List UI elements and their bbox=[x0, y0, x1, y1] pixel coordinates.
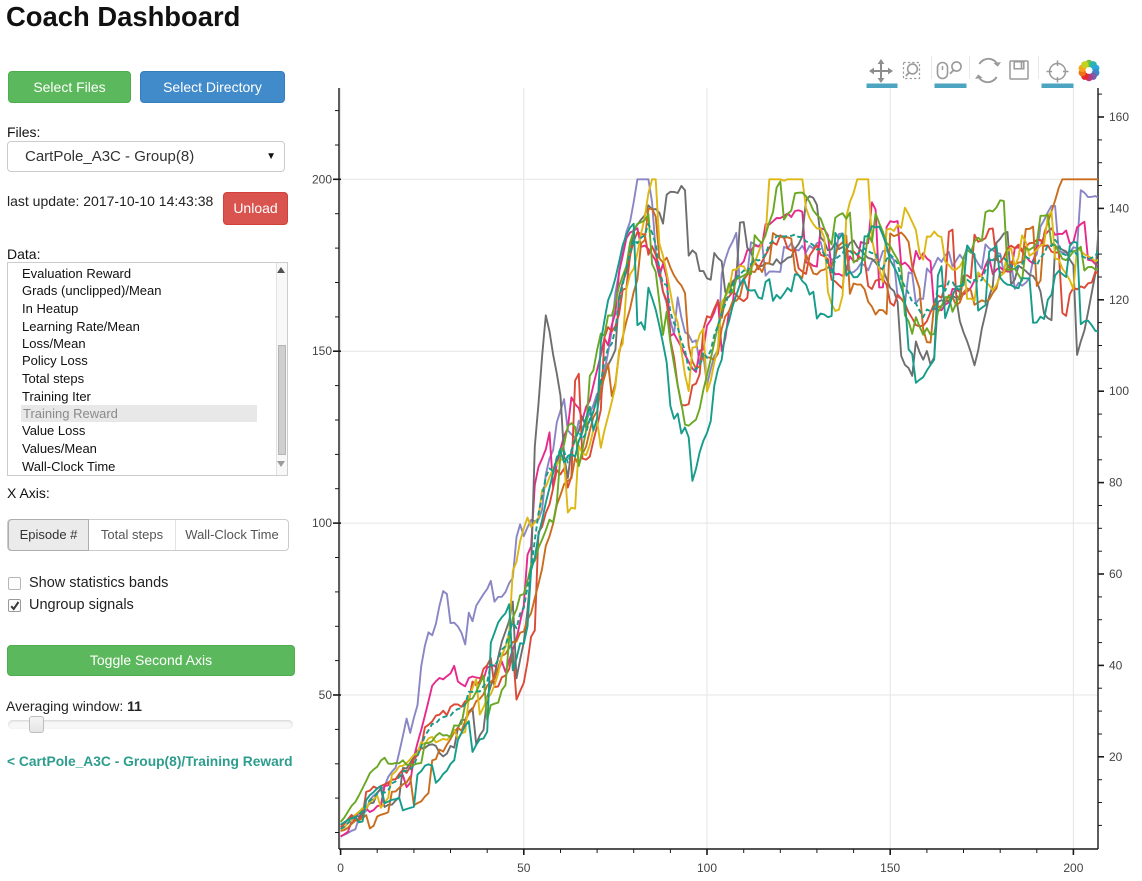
svg-text:50: 50 bbox=[319, 688, 333, 702]
svg-text:40: 40 bbox=[1109, 658, 1123, 672]
svg-text:140: 140 bbox=[1109, 201, 1129, 215]
svg-text:200: 200 bbox=[312, 172, 332, 186]
svg-text:0: 0 bbox=[337, 861, 344, 875]
svg-text:60: 60 bbox=[1109, 567, 1123, 581]
svg-text:200: 200 bbox=[1063, 861, 1083, 875]
svg-text:80: 80 bbox=[1109, 476, 1123, 490]
svg-text:100: 100 bbox=[312, 516, 332, 530]
svg-text:160: 160 bbox=[1109, 110, 1129, 124]
svg-text:150: 150 bbox=[312, 344, 332, 358]
svg-text:20: 20 bbox=[1109, 750, 1123, 764]
svg-text:120: 120 bbox=[1109, 293, 1129, 307]
svg-text:100: 100 bbox=[697, 861, 717, 875]
svg-text:50: 50 bbox=[517, 861, 531, 875]
svg-text:100: 100 bbox=[1109, 384, 1129, 398]
svg-text:150: 150 bbox=[880, 861, 900, 875]
